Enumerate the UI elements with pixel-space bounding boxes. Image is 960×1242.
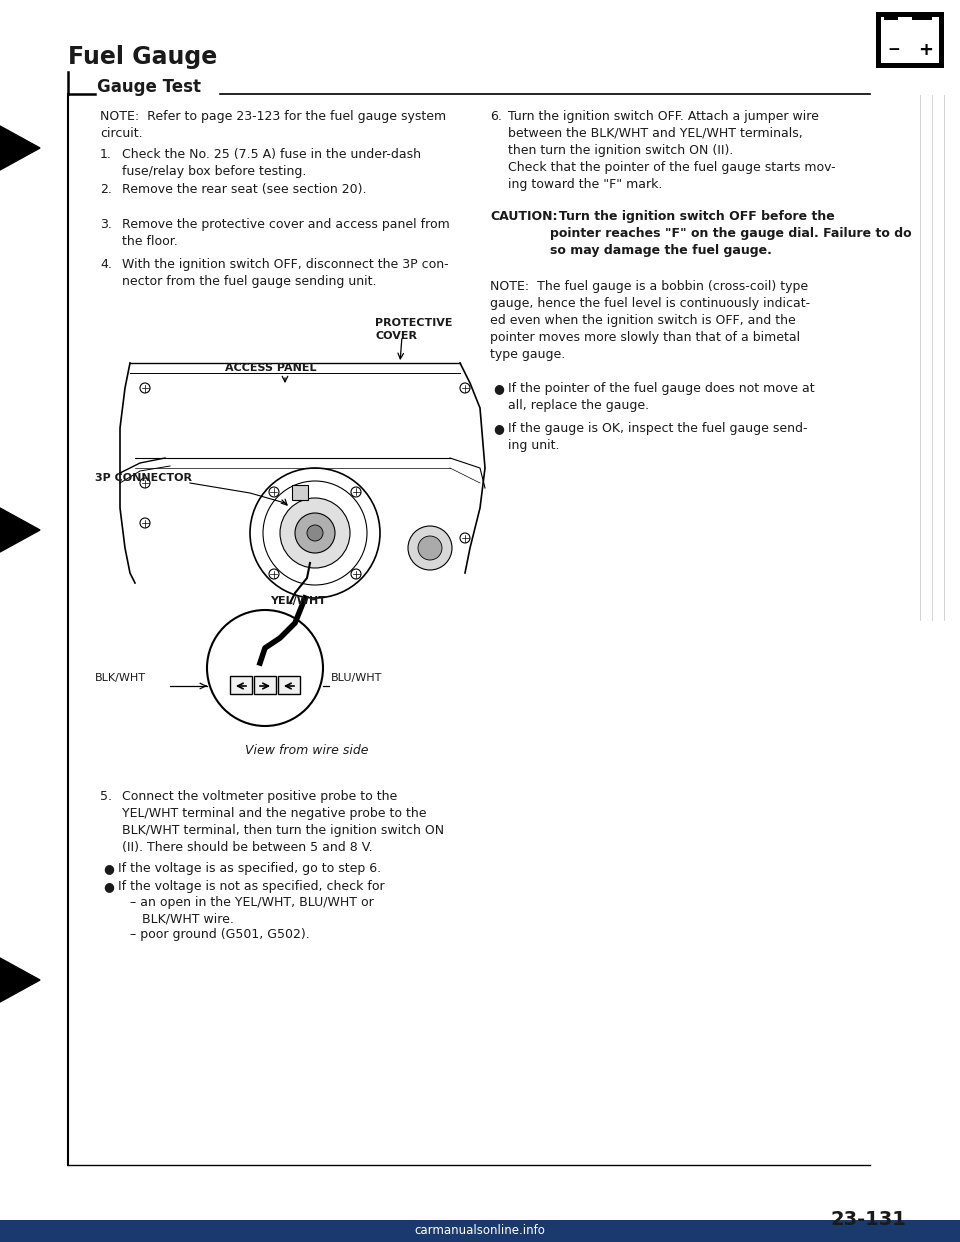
Text: Gauge Test: Gauge Test — [97, 78, 201, 96]
Text: +: + — [919, 41, 933, 60]
Text: Remove the rear seat (see section 20).: Remove the rear seat (see section 20). — [122, 183, 367, 196]
Circle shape — [408, 527, 452, 570]
Bar — [254, 676, 276, 694]
Text: 2.: 2. — [100, 183, 112, 196]
Text: ●: ● — [493, 422, 504, 435]
Circle shape — [207, 610, 323, 727]
Circle shape — [460, 533, 470, 543]
Circle shape — [307, 525, 323, 542]
Text: If the voltage is not as specified, check for: If the voltage is not as specified, chec… — [118, 881, 385, 893]
Text: If the voltage is as specified, go to step 6.: If the voltage is as specified, go to st… — [118, 862, 381, 876]
Text: – an open in the YEL/WHT, BLU/WHT or
   BLK/WHT wire.: – an open in the YEL/WHT, BLU/WHT or BLK… — [130, 895, 373, 927]
Text: Check the No. 25 (7.5 A) fuse in the under-dash
fuse/relay box before testing.: Check the No. 25 (7.5 A) fuse in the und… — [122, 148, 421, 178]
Circle shape — [269, 487, 279, 497]
Bar — [881, 17, 939, 63]
Text: If the pointer of the fuel gauge does not move at
all, replace the gauge.: If the pointer of the fuel gauge does no… — [508, 383, 815, 412]
Bar — [278, 676, 300, 694]
Bar — [292, 484, 308, 501]
Text: 4.: 4. — [100, 258, 112, 271]
Text: 23-131: 23-131 — [830, 1210, 906, 1230]
Text: With the ignition switch OFF, disconnect the 3P con-
nector from the fuel gauge : With the ignition switch OFF, disconnect… — [122, 258, 448, 288]
Text: ACCESS PANEL: ACCESS PANEL — [225, 363, 317, 373]
Circle shape — [140, 478, 150, 488]
Circle shape — [460, 383, 470, 392]
Circle shape — [280, 498, 350, 568]
Polygon shape — [0, 508, 40, 551]
Text: Remove the protective cover and access panel from
the floor.: Remove the protective cover and access p… — [122, 219, 449, 248]
Text: View from wire side: View from wire side — [245, 744, 369, 758]
Text: – poor ground (G501, G502).: – poor ground (G501, G502). — [130, 928, 310, 941]
Text: Turn the ignition switch OFF before the
pointer reaches "F" on the gauge dial. F: Turn the ignition switch OFF before the … — [550, 210, 912, 257]
Text: CAUTION:: CAUTION: — [490, 210, 558, 224]
Bar — [876, 12, 944, 68]
Text: YEL/WHT: YEL/WHT — [270, 596, 326, 606]
Text: ●: ● — [103, 862, 114, 876]
Text: carmanualsonline.info: carmanualsonline.info — [415, 1225, 545, 1237]
Text: Fuel Gauge: Fuel Gauge — [68, 45, 217, 70]
Circle shape — [418, 537, 442, 560]
Text: 1.: 1. — [100, 148, 112, 161]
Text: ●: ● — [103, 881, 114, 893]
Circle shape — [351, 487, 361, 497]
Text: Connect the voltmeter positive probe to the
YEL/WHT terminal and the negative pr: Connect the voltmeter positive probe to … — [122, 790, 444, 854]
Circle shape — [269, 569, 279, 579]
Bar — [0, 1220, 960, 1242]
Text: NOTE:  The fuel gauge is a bobbin (cross-coil) type
gauge, hence the fuel level : NOTE: The fuel gauge is a bobbin (cross-… — [490, 279, 810, 361]
Bar — [230, 676, 252, 694]
Polygon shape — [0, 958, 40, 1002]
Circle shape — [295, 513, 335, 553]
Text: −: − — [888, 42, 900, 57]
Polygon shape — [0, 125, 40, 170]
Text: ●: ● — [493, 383, 504, 395]
Text: If the gauge is OK, inspect the fuel gauge send-
ing unit.: If the gauge is OK, inspect the fuel gau… — [508, 422, 807, 452]
Bar — [912, 12, 932, 20]
Text: 3P CONNECTOR: 3P CONNECTOR — [95, 473, 192, 483]
Circle shape — [140, 383, 150, 392]
Circle shape — [140, 518, 150, 528]
Circle shape — [351, 569, 361, 579]
Text: PROTECTIVE
COVER: PROTECTIVE COVER — [375, 318, 452, 342]
Text: 5.: 5. — [100, 790, 112, 804]
Bar — [884, 12, 898, 20]
Text: 6.: 6. — [490, 111, 502, 123]
Text: Turn the ignition switch OFF. Attach a jumper wire
between the BLK/WHT and YEL/W: Turn the ignition switch OFF. Attach a j… — [508, 111, 835, 191]
Text: BLU/WHT: BLU/WHT — [331, 673, 382, 683]
Text: 3.: 3. — [100, 219, 112, 231]
Text: BLK/WHT: BLK/WHT — [95, 673, 146, 683]
Text: NOTE:  Refer to page 23-123 for the fuel gauge system
circuit.: NOTE: Refer to page 23-123 for the fuel … — [100, 111, 446, 140]
